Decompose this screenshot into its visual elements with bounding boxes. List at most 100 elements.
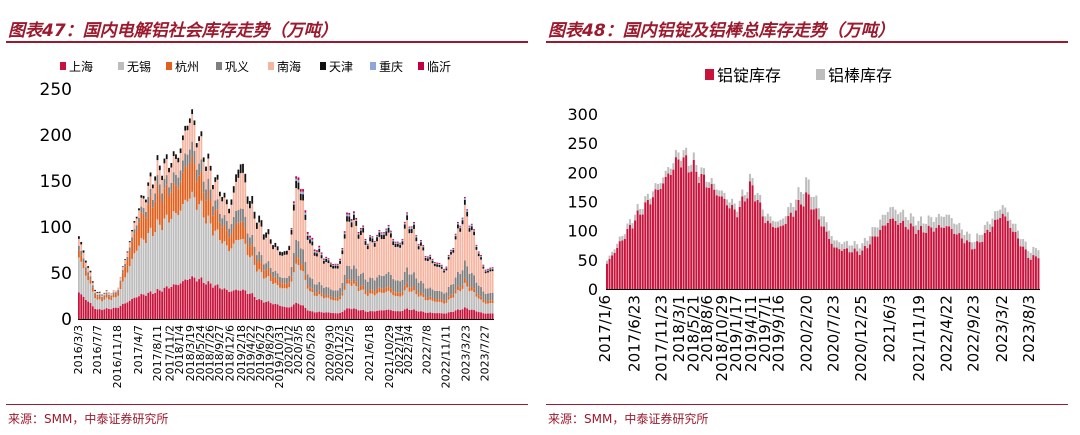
ingot-bar — [1029, 259, 1032, 289]
tianjin-bar — [306, 235, 309, 240]
tianjin-bar — [205, 166, 207, 171]
shanghai-bar — [124, 303, 127, 319]
nanhai-bar — [429, 259, 432, 288]
linyi-bar — [457, 221, 459, 223]
wuxi-bar — [110, 299, 113, 310]
hangzhou-bar — [188, 162, 191, 199]
wuxi-bar — [408, 291, 411, 310]
gongyi-bar — [230, 224, 233, 234]
nanhai-bar — [459, 231, 462, 274]
hangzhou-bar — [433, 299, 436, 302]
shanghai-bar — [110, 309, 113, 319]
hangzhou-bar — [327, 294, 330, 298]
wuxi-bar — [346, 283, 348, 309]
rod-bar — [644, 196, 647, 203]
ingot-bar — [782, 225, 785, 289]
gongyi-bar — [297, 241, 300, 259]
tianjin-bar — [179, 148, 182, 153]
tianjin-bar — [336, 265, 339, 269]
tianjin-bar — [78, 236, 80, 239]
gongyi-legend-swatch — [216, 62, 222, 70]
x-tick-label: 2020/12/3 — [333, 325, 346, 381]
ingot-bar — [669, 174, 672, 289]
nanhai-bar — [491, 271, 494, 293]
linyi-bar — [426, 256, 429, 258]
rod-bar — [876, 227, 879, 237]
wuxi-bar — [466, 286, 469, 309]
tianjin-bar — [265, 232, 267, 238]
rod-bar — [608, 255, 611, 259]
rod-bar — [830, 236, 833, 244]
shanghai-bar — [450, 311, 452, 319]
rod-bar — [914, 225, 917, 234]
shanghai-bar — [246, 293, 249, 319]
gongyi-bar — [477, 285, 480, 296]
gongyi-bar — [431, 289, 434, 299]
gongyi-bar — [288, 275, 291, 283]
shanghai-bar — [265, 302, 267, 319]
rod-bar — [628, 219, 631, 225]
gongyi-bar — [272, 271, 274, 278]
ingot-bar — [1017, 238, 1020, 289]
x-tick-label: 2018/3/19 — [184, 325, 197, 381]
wuxi-bar — [202, 217, 205, 283]
shanghai-bar — [119, 306, 122, 319]
nanhai-bar — [98, 292, 101, 295]
wuxi-bar — [258, 269, 261, 300]
ingot-bar — [874, 236, 877, 289]
wuxi-bar — [119, 289, 122, 307]
hangzhou-bar — [350, 281, 353, 286]
nanhai-bar — [433, 266, 436, 291]
rod-bar — [820, 216, 823, 227]
nanhai-bar — [177, 162, 180, 178]
chongqing-bar — [429, 255, 432, 257]
gongyi-bar — [415, 278, 418, 291]
ingot-bar — [751, 185, 754, 289]
shanghai-bar — [376, 310, 378, 319]
hangzhou-bar — [357, 287, 360, 291]
chongqing-bar — [457, 222, 459, 225]
hangzhou-bar — [302, 264, 304, 272]
shanghai-bar — [371, 311, 374, 319]
hangzhou-bar — [117, 291, 120, 296]
gongyi-bar — [246, 233, 249, 244]
ingot-legend-swatch — [705, 69, 714, 80]
nanhai-bar — [454, 239, 457, 278]
rod-bar — [833, 240, 836, 248]
gongyi-bar — [225, 220, 228, 231]
linyi-bar — [413, 222, 415, 224]
ingot-bar — [886, 222, 889, 289]
shanghai-bar — [359, 310, 362, 319]
tianjin-bar — [249, 201, 251, 209]
tianjin-bar — [408, 229, 411, 234]
nanhai-bar — [165, 159, 168, 176]
shanghai-bar — [98, 309, 101, 319]
hangzhou-bar — [470, 286, 473, 291]
shanghai-bar — [184, 279, 187, 319]
shanghai-bar — [216, 284, 219, 319]
tianjin-bar — [161, 175, 163, 181]
x-tick-label: 2019/2/18 — [235, 325, 248, 381]
tianjin-bar — [274, 242, 277, 248]
linyi-bar — [415, 235, 418, 237]
x-tick-label: 2017/11/2 — [164, 325, 177, 381]
ingot-bar — [761, 216, 764, 289]
rod-bar — [713, 183, 716, 190]
shanghai-bar — [121, 304, 124, 319]
hangzhou-bar — [325, 294, 328, 298]
rod-bar — [976, 233, 979, 242]
gongyi-bar — [124, 263, 127, 267]
tianjin-bar — [96, 291, 99, 293]
ingot-bar — [646, 199, 649, 289]
tianjin-bar — [369, 237, 371, 242]
rod-bar — [907, 220, 910, 230]
nanhai-bar — [237, 177, 240, 211]
nanhai-bar — [110, 293, 113, 296]
rod-bar — [789, 202, 792, 213]
shanghai-bar — [147, 292, 150, 319]
x-tick-label: 2018/1/4 — [173, 325, 186, 374]
nanhai-bar — [119, 277, 122, 281]
wuxi-bar — [452, 297, 455, 312]
nanhai-bar — [182, 140, 184, 161]
shanghai-bar — [251, 293, 254, 319]
